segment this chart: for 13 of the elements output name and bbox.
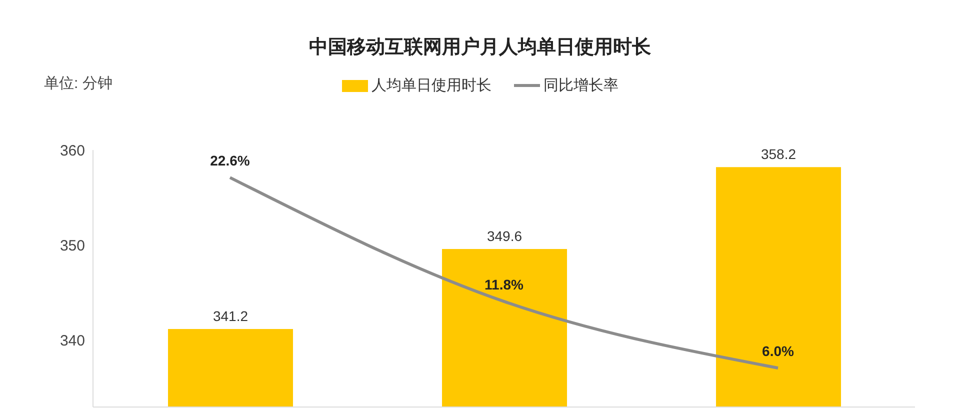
legend-label: 同比增长率 [544,76,618,95]
y-tick-label: 350 [60,238,85,255]
y-axis-title: 单位: 分钟 [44,74,112,93]
y-tick-label: 340 [60,332,85,350]
data-label: 349.6 [486,228,522,244]
data-label: 341.2 [212,308,248,324]
data-label: 358.2 [760,146,796,162]
data-label: 22.6% [210,152,250,169]
y-tick-label: 360 [60,142,85,160]
legend-label: 人均单日使用时长 [372,76,492,95]
data-label: 11.8% [484,276,524,292]
data-label: 6.0% [762,342,794,359]
chart-title: 中国移动互联网用户月人均单日使用时长 [308,36,652,60]
